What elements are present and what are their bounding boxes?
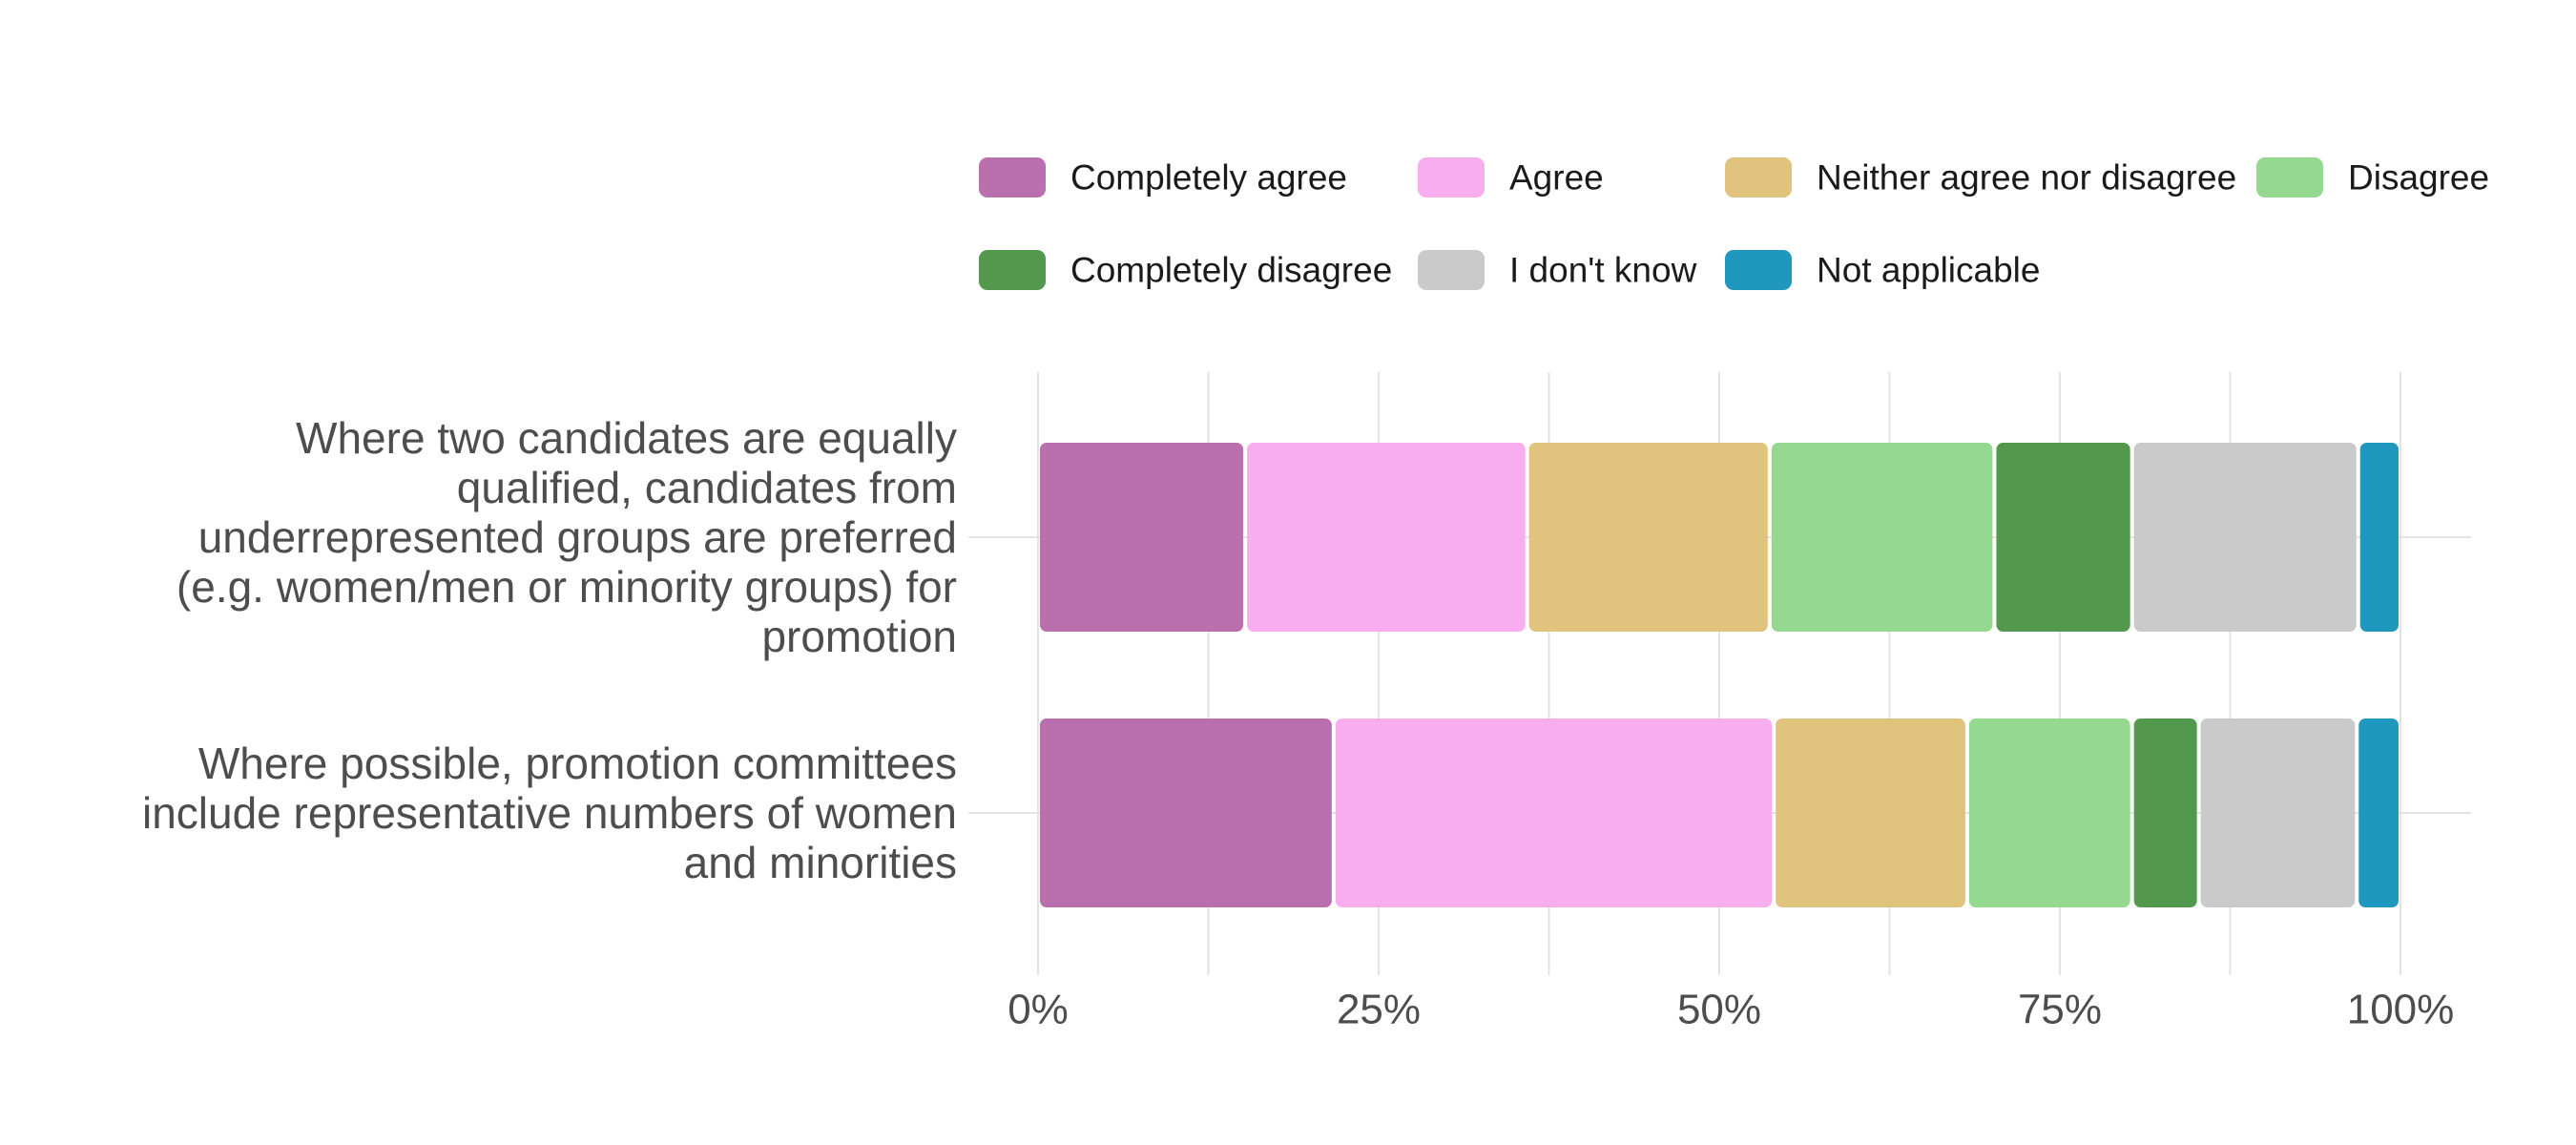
- legend-label: Disagree: [2348, 158, 2489, 198]
- bar-segment-not-applicable: [2358, 718, 2399, 907]
- category-label: include representative numbers of women: [142, 788, 957, 838]
- bar-segment-disagree: [1771, 443, 1993, 632]
- bar-segment-completely-agree: [1040, 718, 1332, 907]
- category-labels: Where two candidates are equallyqualifie…: [142, 413, 957, 887]
- category-label: (e.g. women/men or minority groups) for: [177, 562, 957, 612]
- bar-segment-agree: [1247, 443, 1526, 632]
- legend-label: Completely disagree: [1070, 251, 1392, 290]
- category-label: Where possible, promotion committees: [198, 739, 957, 788]
- legend-swatch: [1418, 250, 1485, 290]
- bar-segment-i-don-t-know: [2200, 718, 2356, 907]
- category-label: promotion: [761, 612, 957, 661]
- bar-segment-completely-disagree: [1996, 443, 2130, 632]
- category-label: qualified, candidates from: [457, 463, 957, 512]
- legend-label: Agree: [1509, 158, 1604, 198]
- category-label: underrepresented groups are preferred: [198, 512, 957, 562]
- bar-segment-agree: [1335, 718, 1773, 907]
- category-label: Where two candidates are equally: [296, 413, 957, 463]
- bars: [1040, 443, 2399, 907]
- legend-swatch: [979, 250, 1046, 290]
- legend: Completely agree Agree Neither agree nor d…: [979, 157, 2489, 290]
- x-axis-ticks: 0% 25% 50% 75% 100%: [1008, 987, 2454, 1033]
- legend-swatch: [2256, 157, 2323, 198]
- legend-label: Neither agree nor disagree: [1817, 158, 2236, 198]
- legend-swatch: [1725, 157, 1792, 198]
- legend-label: Completely agree: [1070, 158, 1347, 198]
- bar-segment-neither-agree-nor-disagree: [1528, 443, 1768, 632]
- x-tick-label: 50%: [1677, 987, 1761, 1033]
- bar-segment-not-applicable: [2359, 443, 2399, 632]
- bar-segment-i-don-t-know: [2133, 443, 2357, 632]
- x-tick-label: 75%: [2018, 987, 2102, 1033]
- legend-swatch: [1418, 157, 1485, 198]
- x-tick-label: 100%: [2347, 987, 2455, 1033]
- category-label: and minorities: [684, 838, 957, 887]
- bar-segment-disagree: [1968, 718, 2130, 907]
- bar-segment-completely-disagree: [2133, 718, 2197, 907]
- legend-swatch: [1725, 250, 1792, 290]
- bar-segment-completely-agree: [1040, 443, 1244, 632]
- x-tick-label: 0%: [1008, 987, 1069, 1033]
- x-tick-label: 25%: [1337, 987, 1421, 1033]
- legend-swatch: [979, 157, 1046, 198]
- bar-segment-neither-agree-nor-disagree: [1776, 718, 1965, 907]
- legend-label: I don't know: [1509, 251, 1697, 290]
- legend-label: Not applicable: [1817, 251, 2040, 290]
